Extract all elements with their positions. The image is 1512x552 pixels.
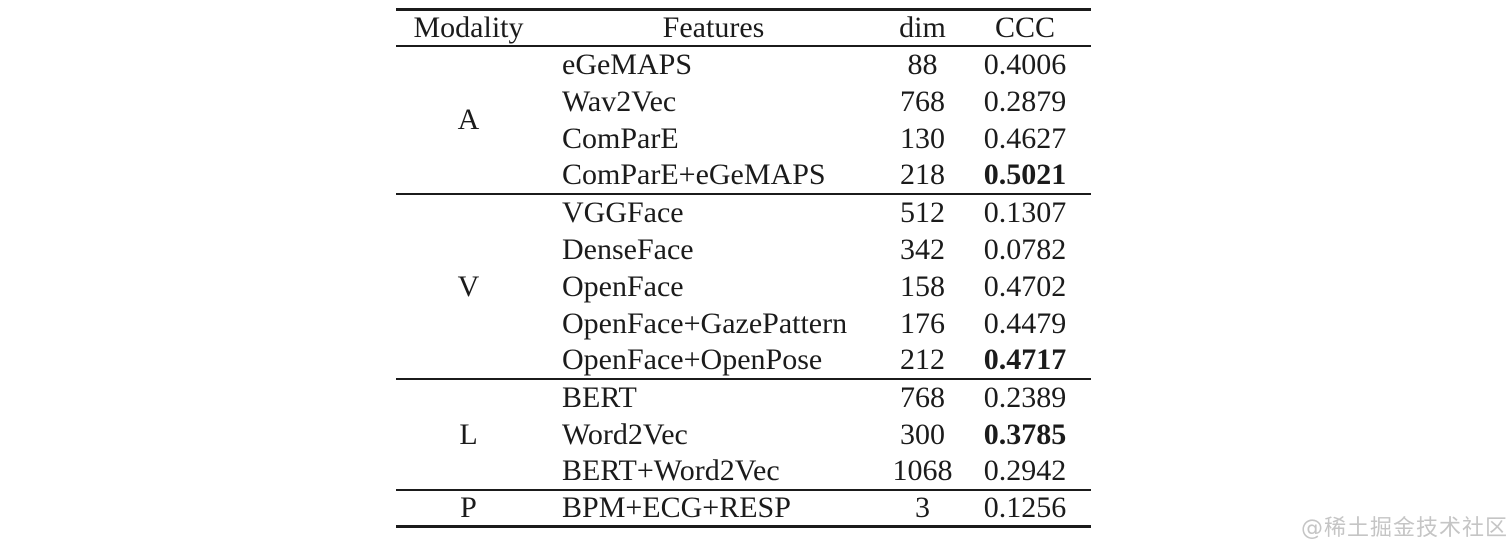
- dim-cell: 212: [900, 343, 945, 376]
- ccc-cell: 0.0782: [983, 232, 1067, 266]
- dim-cell: 1068: [892, 454, 953, 487]
- table-row: A eGeMAPS 88 0.4006: [396, 46, 1091, 136]
- feature-cell: BERT+Word2Vec: [562, 454, 780, 487]
- modality-label: V: [457, 269, 480, 303]
- dim-cell: 88: [907, 48, 938, 81]
- dim-cell: 3: [915, 491, 930, 525]
- table-row: P BPM+ECG+RESP 3 0.1256: [396, 490, 1091, 527]
- modality-label: P: [460, 491, 477, 525]
- table-row: Wav2Vec 768 0.2879: [396, 83, 1091, 120]
- ccc-cell: 0.4006: [983, 48, 1067, 81]
- table-row: DenseFace 342 0.0782: [396, 231, 1091, 268]
- dim-cell: 512: [900, 196, 945, 229]
- feature-cell: BPM+ECG+RESP: [562, 491, 791, 525]
- feature-cell: OpenFace+GazePattern: [562, 306, 848, 340]
- feature-cell: BERT: [562, 381, 637, 414]
- ccc-cell-best: 0.5021: [983, 158, 1067, 191]
- table-header: Modality Features dim CCC: [396, 9, 1091, 47]
- table-row: ComParE 130 0.4627: [396, 120, 1091, 157]
- table-row: OpenFace 158 0.4702: [396, 268, 1091, 305]
- table-row: OpenFace+GazePattern 176 0.4479: [396, 305, 1091, 342]
- dim-cell: 218: [900, 158, 945, 191]
- dim-cell: 130: [900, 121, 945, 155]
- header-dim: dim: [886, 9, 959, 47]
- ccc-cell: 0.1256: [983, 491, 1067, 525]
- ccc-cell: 0.2879: [983, 84, 1067, 118]
- ccc-cell-best: 0.3785: [983, 417, 1067, 451]
- modality-group-language: L BERT 768 0.2389 Word2Vec 300 0.3785 BE…: [396, 379, 1091, 490]
- modality-label: A: [457, 103, 480, 136]
- table-row: OpenFace+OpenPose 212 0.4717: [396, 342, 1091, 379]
- dim-cell: 158: [900, 269, 945, 303]
- table-row: ComParE+eGeMAPS 218 0.5021: [396, 157, 1091, 194]
- feature-cell: eGeMAPS: [562, 48, 693, 81]
- feature-cell: Word2Vec: [562, 417, 688, 451]
- table-row: BERT+Word2Vec 1068 0.2942: [396, 453, 1091, 490]
- modality-label: L: [459, 417, 478, 451]
- modality-group-audio: A eGeMAPS 88 0.4006 Wav2Vec 768 0.2879 C…: [396, 46, 1091, 194]
- feature-cell: DenseFace: [562, 232, 694, 266]
- ccc-cell: 0.4702: [983, 269, 1067, 303]
- dim-cell: 342: [900, 232, 945, 266]
- dim-cell: 300: [900, 417, 945, 451]
- header-modality: Modality: [396, 9, 541, 47]
- table-row: Word2Vec 300 0.3785: [396, 416, 1091, 453]
- ccc-cell: 0.4479: [983, 306, 1067, 340]
- header-ccc: CCC: [959, 9, 1091, 47]
- feature-cell: OpenFace: [562, 269, 684, 303]
- watermark: @稀土掘金技术社区: [1300, 516, 1508, 541]
- results-table: Modality Features dim CCC A eGeMAPS 88 0…: [396, 8, 1091, 528]
- header-row: Modality Features dim CCC: [396, 9, 1091, 47]
- feature-cell: VGGFace: [562, 196, 684, 229]
- table-row: V VGGFace 512 0.1307: [396, 194, 1091, 303]
- dim-cell: 176: [900, 306, 945, 340]
- dim-cell: 768: [900, 84, 945, 118]
- feature-cell: OpenFace+OpenPose: [562, 343, 823, 376]
- ccc-cell: 0.2942: [983, 454, 1067, 487]
- ccc-cell-best: 0.4717: [983, 343, 1067, 376]
- feature-cell: ComParE+eGeMAPS: [562, 158, 826, 191]
- modality-group-visual: V VGGFace 512 0.1307 DenseFace 342 0.078…: [396, 194, 1091, 379]
- table-row: L BERT 768 0.2389: [396, 379, 1091, 451]
- feature-cell: Wav2Vec: [562, 84, 677, 118]
- modality-group-physio: P BPM+ECG+RESP 3 0.1256: [396, 490, 1091, 527]
- ccc-cell: 0.2389: [983, 381, 1067, 414]
- ccc-cell: 0.1307: [983, 196, 1067, 229]
- ccc-cell: 0.4627: [983, 121, 1067, 155]
- dim-cell: 768: [900, 381, 945, 414]
- header-features: Features: [541, 9, 886, 47]
- feature-cell: ComParE: [562, 121, 679, 155]
